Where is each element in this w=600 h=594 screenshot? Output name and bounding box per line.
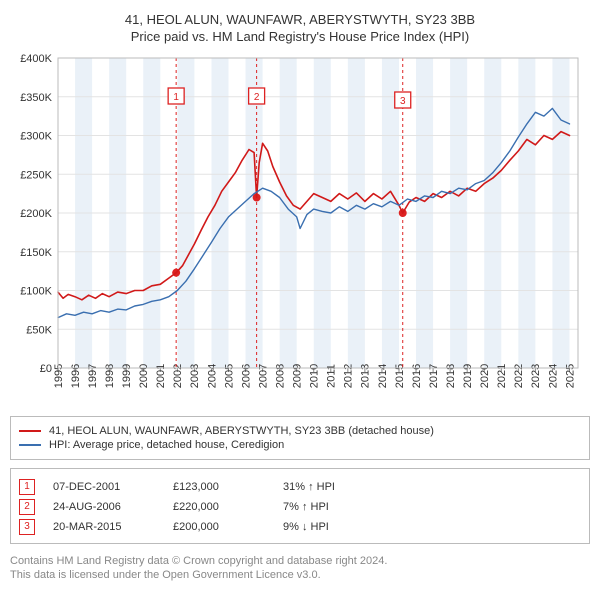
svg-text:1998: 1998	[104, 364, 116, 388]
svg-text:£300K: £300K	[20, 130, 52, 142]
disclaimer-line1: Contains HM Land Registry data © Crown c…	[10, 554, 590, 568]
svg-text:1: 1	[173, 92, 179, 103]
svg-text:2025: 2025	[564, 364, 576, 388]
svg-text:1997: 1997	[87, 364, 99, 388]
svg-text:2018: 2018	[445, 364, 457, 388]
svg-text:2012: 2012	[343, 364, 355, 388]
svg-text:£0: £0	[40, 363, 52, 375]
title-address: 41, HEOL ALUN, WAUNFAWR, ABERYSTWYTH, SY…	[10, 12, 590, 29]
svg-text:2010: 2010	[309, 364, 321, 388]
svg-text:2015: 2015	[394, 364, 406, 388]
transaction-marker: 1	[19, 479, 35, 495]
svg-text:£250K: £250K	[20, 169, 52, 181]
transaction-date: 20-MAR-2015	[53, 521, 173, 533]
legend-item: 41, HEOL ALUN, WAUNFAWR, ABERYSTWYTH, SY…	[19, 425, 581, 437]
svg-text:2002: 2002	[172, 364, 184, 388]
transaction-row: 1 07-DEC-2001£123,00031% ↑ HPI	[19, 479, 581, 495]
transaction-price: £200,000	[173, 521, 283, 533]
legend: 41, HEOL ALUN, WAUNFAWR, ABERYSTWYTH, SY…	[10, 416, 590, 460]
svg-text:1995: 1995	[53, 364, 65, 388]
legend-label: HPI: Average price, detached house, Cere…	[49, 439, 284, 451]
svg-text:2009: 2009	[292, 364, 304, 388]
transaction-marker: 2	[19, 499, 35, 515]
svg-text:2000: 2000	[138, 364, 150, 388]
svg-text:1999: 1999	[121, 364, 133, 388]
svg-text:2019: 2019	[462, 364, 474, 388]
legend-label: 41, HEOL ALUN, WAUNFAWR, ABERYSTWYTH, SY…	[49, 425, 434, 437]
transaction-row: 3 20-MAR-2015£200,0009% ↓ HPI	[19, 519, 581, 535]
legend-swatch	[19, 444, 41, 446]
svg-text:£100K: £100K	[20, 285, 52, 297]
svg-text:£400K: £400K	[20, 53, 52, 65]
transaction-price: £123,000	[173, 481, 283, 493]
svg-text:1996: 1996	[70, 364, 82, 388]
svg-text:2016: 2016	[411, 364, 423, 388]
svg-text:2022: 2022	[513, 364, 525, 388]
chart-title: 41, HEOL ALUN, WAUNFAWR, ABERYSTWYTH, SY…	[10, 12, 590, 46]
disclaimer-line2: This data is licensed under the Open Gov…	[10, 568, 590, 582]
svg-text:2021: 2021	[496, 364, 508, 388]
svg-text:2003: 2003	[189, 364, 201, 388]
svg-text:£200K: £200K	[20, 208, 52, 220]
svg-text:2024: 2024	[547, 364, 559, 388]
svg-text:2023: 2023	[530, 364, 542, 388]
transaction-delta: 7% ↑ HPI	[283, 501, 403, 513]
transaction-marker: 3	[19, 519, 35, 535]
transaction-delta: 9% ↓ HPI	[283, 521, 403, 533]
transaction-price: £220,000	[173, 501, 283, 513]
svg-text:£50K: £50K	[26, 324, 52, 336]
chart-svg: £0 £50K £100K £150K £200K £250K £300K £350K £400…	[10, 52, 588, 408]
svg-text:2008: 2008	[274, 364, 286, 388]
svg-text:£150K: £150K	[20, 247, 52, 259]
transactions-table: 1 07-DEC-2001£123,00031% ↑ HPI 2 24-AUG-200…	[10, 468, 590, 544]
transaction-date: 24-AUG-2006	[53, 501, 173, 513]
svg-text:2005: 2005	[223, 364, 235, 388]
svg-text:2: 2	[254, 92, 260, 103]
legend-item: HPI: Average price, detached house, Cere…	[19, 439, 581, 451]
svg-text:2017: 2017	[428, 364, 440, 388]
price-chart: £0 £50K £100K £150K £200K £250K £300K £350K £400…	[10, 52, 590, 408]
svg-text:2013: 2013	[360, 364, 372, 388]
svg-text:2014: 2014	[377, 364, 389, 388]
svg-text:3: 3	[400, 96, 406, 107]
svg-text:2004: 2004	[206, 364, 218, 388]
transaction-date: 07-DEC-2001	[53, 481, 173, 493]
disclaimer: Contains HM Land Registry data © Crown c…	[10, 554, 590, 583]
svg-text:2007: 2007	[257, 364, 269, 388]
svg-text:2001: 2001	[155, 364, 167, 388]
title-subtitle: Price paid vs. HM Land Registry's House …	[10, 29, 590, 46]
transaction-delta: 31% ↑ HPI	[283, 481, 403, 493]
legend-swatch	[19, 430, 41, 432]
svg-text:£350K: £350K	[20, 92, 52, 104]
svg-text:2020: 2020	[479, 364, 491, 388]
transaction-row: 2 24-AUG-2006£220,0007% ↑ HPI	[19, 499, 581, 515]
svg-text:2006: 2006	[240, 364, 252, 388]
